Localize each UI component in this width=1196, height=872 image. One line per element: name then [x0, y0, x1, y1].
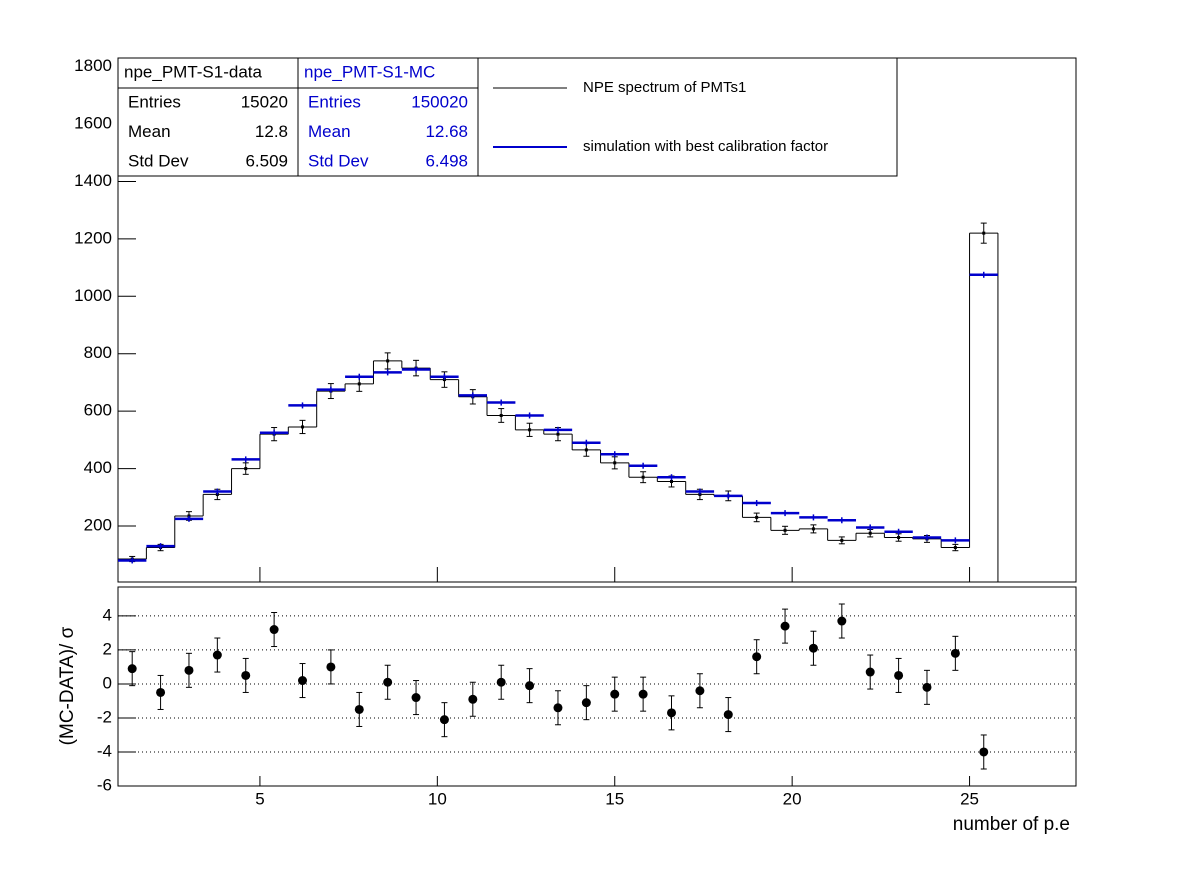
ratio-point — [411, 693, 421, 703]
x-tick-label: 15 — [605, 789, 624, 808]
data-point — [584, 448, 588, 452]
data-point — [840, 538, 844, 542]
y-tick-label: 1800 — [74, 56, 112, 75]
ratio-point — [468, 694, 478, 704]
stats-label: Std Dev — [128, 151, 189, 170]
ratio-point — [837, 616, 847, 626]
ratio-point — [950, 648, 960, 658]
ratio-point — [525, 681, 535, 691]
ratio-point — [156, 687, 166, 697]
stats-label: Std Dev — [308, 151, 369, 170]
ratio-point — [326, 662, 336, 672]
ratio-point — [610, 689, 620, 699]
y-tick-label: 0 — [103, 673, 112, 692]
y-tick-label: 1400 — [74, 171, 112, 190]
stats-box — [117, 57, 299, 177]
stats-value: 150020 — [411, 92, 468, 111]
ratio-point — [581, 698, 591, 708]
ratio-point — [979, 747, 989, 757]
legend-box — [477, 57, 898, 177]
stats-label: Entries — [128, 92, 181, 111]
stats-value: 6.498 — [425, 151, 468, 170]
ratio-point — [723, 710, 733, 720]
y-tick-label: 800 — [84, 343, 112, 362]
data-point — [386, 359, 390, 363]
data-point — [357, 382, 361, 386]
ratio-frame — [117, 586, 1077, 787]
data-point — [244, 467, 248, 471]
data-point — [897, 535, 901, 539]
ratio-point — [894, 670, 904, 680]
ratio-point — [865, 667, 875, 677]
data-point — [556, 432, 560, 436]
stats-value: 12.8 — [255, 122, 288, 141]
y-tick-label: 600 — [84, 401, 112, 420]
data-point — [641, 475, 645, 479]
data-point — [982, 231, 986, 235]
stats-box — [297, 57, 479, 177]
x-tick-label: 25 — [960, 789, 979, 808]
ratio-point — [212, 650, 222, 660]
x-axis-title: number of p.e — [953, 814, 1070, 835]
data-point — [301, 425, 305, 429]
y-tick-label: -4 — [97, 741, 112, 760]
y-tick-label: -2 — [97, 707, 112, 726]
stats-value: 12.68 — [425, 122, 468, 141]
y-tick-label: 400 — [84, 458, 112, 477]
y-tick-label: 1600 — [74, 114, 112, 133]
stats-label: Mean — [308, 122, 351, 141]
data-point — [670, 480, 674, 484]
y-axis-title: (MC-DATA)/ σ — [57, 626, 78, 745]
ratio-point — [808, 643, 818, 653]
data-point — [528, 428, 532, 432]
ratio-point — [922, 682, 932, 692]
ratio-point — [269, 625, 279, 635]
ratio-point — [752, 652, 762, 662]
data-point — [953, 546, 957, 550]
y-tick-label: 1000 — [74, 286, 112, 305]
ratio-point — [695, 686, 705, 696]
ratio-point — [127, 664, 137, 674]
x-tick-label: 5 — [255, 789, 264, 808]
data-point — [755, 515, 759, 519]
stats-title: npe_PMT-S1-data — [124, 62, 263, 81]
ratio-point — [553, 703, 563, 713]
stats-value: 6.509 — [245, 151, 288, 170]
ratio-point — [439, 715, 449, 725]
ratio-point — [638, 689, 648, 699]
ratio-point — [383, 677, 393, 687]
data-point — [783, 528, 787, 532]
y-tick-label: 1200 — [74, 228, 112, 247]
data-point — [868, 531, 872, 535]
legend-label: simulation with best calibration factor — [583, 138, 828, 155]
y-tick-label: 2 — [103, 639, 112, 658]
ratio-point — [354, 704, 364, 714]
ratio-point — [496, 677, 506, 687]
ratio-point — [667, 708, 677, 718]
ratio-point — [241, 670, 251, 680]
stats-label: Entries — [308, 92, 361, 111]
ratio-point — [184, 665, 194, 675]
ratio-point — [298, 676, 308, 686]
x-tick-label: 10 — [428, 789, 447, 808]
stats-label: Mean — [128, 122, 171, 141]
stats-title: npe_PMT-S1-MC — [304, 62, 435, 81]
stats-value: 15020 — [241, 92, 288, 111]
data-point — [499, 413, 503, 417]
y-tick-label: -6 — [97, 775, 112, 794]
x-tick-label: 20 — [783, 789, 802, 808]
ratio-point — [780, 621, 790, 631]
y-tick-label: 4 — [103, 605, 112, 624]
y-tick-label: 200 — [84, 515, 112, 534]
data-point — [811, 527, 815, 531]
data-point — [613, 461, 617, 465]
legend-label: NPE spectrum of PMTs1 — [583, 79, 746, 96]
